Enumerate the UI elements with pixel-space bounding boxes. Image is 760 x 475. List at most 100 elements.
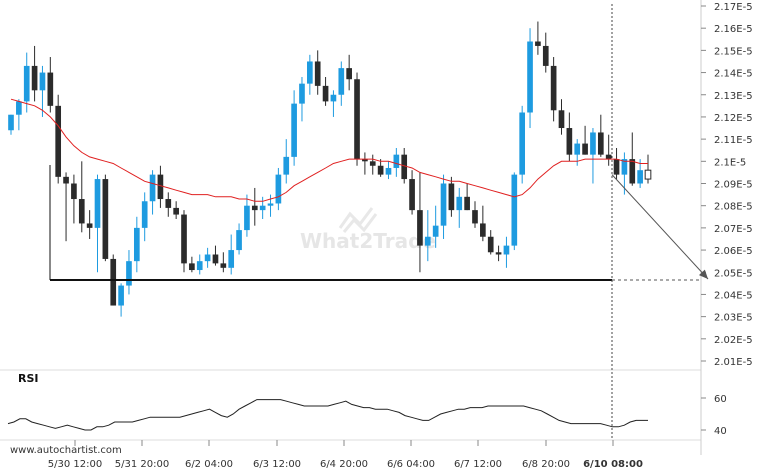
- candle: [369, 154, 376, 175]
- candle: [354, 72, 360, 166]
- candle-body: [283, 156, 290, 175]
- candle: [251, 187, 258, 226]
- candle: [47, 57, 54, 113]
- rsi-panel-background: [0, 370, 701, 440]
- candle-body: [472, 210, 478, 224]
- time-tick-label: 6/7 12:00: [454, 459, 502, 470]
- candle-body: [322, 85, 329, 102]
- footer-site: www.autochartist.com: [10, 445, 122, 456]
- candle-body: [291, 103, 297, 157]
- candle: [346, 54, 352, 91]
- candle-body: [511, 174, 518, 246]
- candle-body: [94, 179, 101, 228]
- projection-arrow: [611, 174, 709, 280]
- price-tick-label: 2.07E-5: [714, 224, 753, 235]
- candle: [535, 21, 541, 55]
- time-tick-label: 6/3 12:00: [253, 459, 301, 470]
- candle: [102, 174, 109, 262]
- price-tick-label: 2.08E-5: [714, 202, 753, 213]
- candle-body: [582, 143, 588, 155]
- price-tick-label: 2.14E-5: [714, 69, 753, 80]
- candle-body: [55, 105, 62, 177]
- price-tick-label: 2.09E-5: [714, 180, 753, 191]
- time-tick-label: 6/2 04:00: [185, 459, 233, 470]
- time-axis: 5/30 12:00 5/31 20:00 6/2 04:00 6/3 12:00 6/…: [48, 440, 643, 470]
- candle: [550, 57, 557, 122]
- candle-body: [86, 223, 93, 228]
- candle-body: [542, 45, 549, 66]
- candle-body: [16, 101, 22, 115]
- candle-body: [307, 61, 313, 84]
- candle: [55, 94, 62, 184]
- candle-body: [204, 254, 211, 262]
- main-panel-background: [0, 0, 701, 370]
- candle-body: [464, 196, 470, 211]
- candle: [307, 54, 313, 95]
- candle-body: [110, 258, 117, 306]
- rsi-axis: 40 60: [701, 394, 727, 437]
- price-tick-label: 2.01E-5: [714, 357, 753, 368]
- candle: [503, 236, 510, 268]
- candle-body: [621, 159, 628, 175]
- candle: [448, 176, 455, 217]
- candle-body: [63, 176, 69, 184]
- candle-body: [78, 199, 85, 224]
- rsi-tick-label: 40: [714, 426, 727, 437]
- candle: [236, 223, 242, 255]
- candle: [456, 187, 463, 228]
- candle-body: [275, 174, 282, 204]
- candle-body: [212, 254, 219, 264]
- candle: [613, 148, 620, 180]
- candle: [338, 61, 345, 106]
- rsi-label: RSI: [18, 372, 39, 385]
- candle-body: [259, 205, 266, 211]
- rsi-line: [7, 399, 648, 431]
- candle: [94, 174, 101, 273]
- price-tick-label: 2.02E-5: [714, 335, 753, 346]
- candle: [605, 134, 612, 166]
- candle: [283, 139, 290, 184]
- candle: [542, 32, 549, 73]
- candle: [181, 210, 187, 273]
- candle-body: [314, 61, 321, 86]
- candle: [39, 65, 46, 117]
- time-tick-label: 5/31 20:00: [115, 459, 169, 470]
- candle-body: [417, 210, 423, 246]
- candle-body: [393, 154, 400, 168]
- candle-body: [550, 65, 557, 111]
- candle: [189, 256, 195, 273]
- candle-body: [189, 263, 195, 271]
- candle-body: [456, 196, 463, 211]
- candle: [126, 250, 132, 295]
- candle-body: [173, 207, 179, 215]
- candle-body: [503, 245, 510, 255]
- candle: [23, 52, 30, 113]
- price-tick-label: 2.15E-5: [714, 46, 753, 57]
- time-tick-label: 6/10 08:00: [583, 459, 643, 470]
- candle-body: [236, 230, 242, 251]
- candle: [472, 201, 478, 228]
- candle-body: [401, 154, 408, 180]
- candle-body: [299, 83, 305, 104]
- candle: [597, 114, 604, 157]
- candle-body: [102, 179, 109, 259]
- candle-body: [39, 72, 46, 91]
- candle-body: [605, 154, 612, 160]
- time-tick-label: 5/30 12:00: [48, 459, 102, 470]
- candle: [141, 192, 148, 242]
- candle: [8, 114, 14, 135]
- price-tick-label: 2.04E-5: [714, 290, 753, 301]
- price-tick-label: 2.12E-5: [714, 113, 753, 124]
- candle: [582, 125, 588, 155]
- price-tick-label: 2.11E-5: [714, 135, 753, 146]
- candle-body: [440, 183, 447, 226]
- candle-body: [141, 201, 148, 228]
- time-tick-label: 6/6 04:00: [387, 459, 435, 470]
- candle: [330, 90, 337, 117]
- candle: [393, 148, 400, 177]
- candle: [212, 245, 219, 266]
- candle: [299, 77, 305, 122]
- watermark-text: What2Trade: [300, 229, 436, 253]
- candle-body: [432, 225, 439, 237]
- candle-body: [448, 183, 455, 211]
